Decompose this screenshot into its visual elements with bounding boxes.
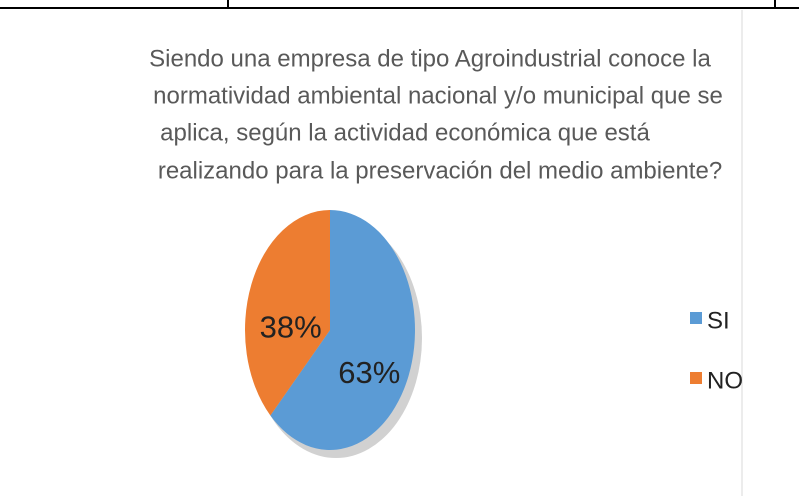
legend: SI NO bbox=[690, 307, 743, 394]
title-line: Siendo una empresa de tipo Agroindustria… bbox=[149, 45, 711, 72]
pie-slice bbox=[270, 210, 415, 450]
title-line: aplica, según la actividad económica que… bbox=[160, 119, 650, 146]
data-label: 63% bbox=[338, 355, 400, 390]
title-line: normatividad ambiental nacional y/o muni… bbox=[153, 82, 723, 109]
legend-label: NO bbox=[707, 367, 743, 394]
legend-swatch bbox=[690, 372, 702, 384]
legend-swatch bbox=[690, 312, 702, 324]
pie: 63% 38% bbox=[245, 210, 415, 450]
data-label: 38% bbox=[260, 309, 322, 344]
chart-title: Siendo una empresa de tipo Agroindustria… bbox=[149, 45, 723, 184]
title-line: realizando para la preservación del medi… bbox=[158, 157, 722, 184]
pie-slice bbox=[245, 210, 330, 416]
legend-label: SI bbox=[707, 307, 730, 334]
